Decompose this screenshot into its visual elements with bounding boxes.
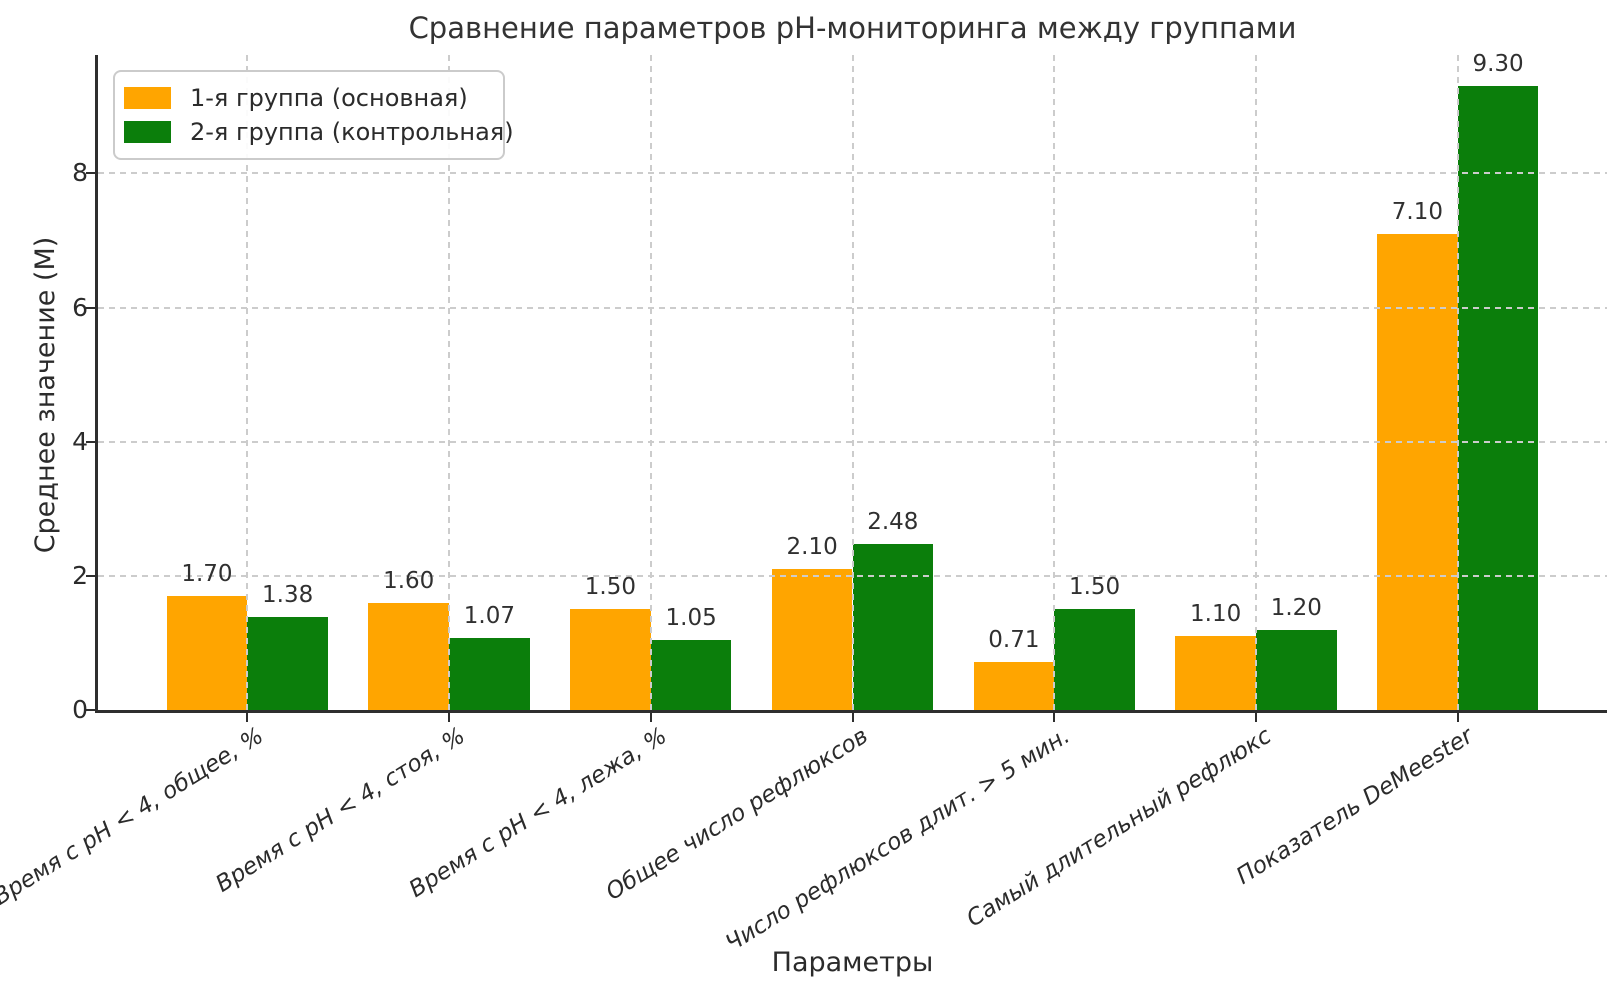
y-tick-label: 6 bbox=[72, 292, 88, 322]
x-tick-mark bbox=[649, 713, 652, 722]
x-tick-mark bbox=[448, 713, 451, 722]
y-tick-mark bbox=[86, 306, 95, 309]
chart-title: Сравнение параметров pH-мониторинга межд… bbox=[408, 11, 1297, 45]
bar-value-label: 1.50 bbox=[1068, 574, 1121, 601]
gridline-vertical bbox=[246, 55, 249, 710]
bar-group1 bbox=[1377, 233, 1458, 710]
y-tick-mark bbox=[86, 440, 95, 443]
bar-value-label: 2.48 bbox=[867, 508, 919, 535]
bar-value-label: 1.05 bbox=[665, 604, 717, 631]
y-axis-label: Среднее значение (М) bbox=[30, 236, 61, 554]
legend: 1-я группа (основная) 2-я группа (контро… bbox=[113, 70, 514, 160]
bar-group2 bbox=[650, 639, 732, 710]
x-tick-label: Число рефлюксов длит. > 5 мин. bbox=[721, 722, 1075, 957]
y-tick-label: 8 bbox=[72, 158, 88, 188]
y-tick-mark bbox=[86, 574, 95, 577]
bar-value-label: 1.20 bbox=[1270, 594, 1322, 621]
bar-group1 bbox=[771, 569, 853, 710]
bar-value-label: 7.10 bbox=[1391, 198, 1443, 225]
bar-group2 bbox=[1255, 629, 1337, 710]
bar-value-label: 1.38 bbox=[262, 582, 314, 609]
bar-group2 bbox=[1054, 609, 1135, 710]
bar-group1 bbox=[1175, 636, 1256, 710]
gridline-vertical bbox=[851, 55, 854, 710]
legend-label-group1: 1-я группа (основная) bbox=[190, 84, 468, 112]
bar-value-label: 1.07 bbox=[463, 603, 515, 630]
legend-item-group2: 2-я группа (контрольная) bbox=[124, 117, 514, 147]
bar-group1 bbox=[368, 602, 450, 710]
legend-item-group1: 1-я группа (основная) bbox=[124, 83, 489, 113]
bar-value-label: 0.71 bbox=[988, 627, 1040, 654]
y-tick-mark bbox=[86, 172, 95, 175]
bar-group2 bbox=[247, 617, 328, 710]
gridline-vertical bbox=[1053, 55, 1056, 710]
y-tick-label: 4 bbox=[72, 426, 88, 456]
gridline-vertical bbox=[448, 55, 451, 710]
x-tick-mark bbox=[851, 713, 854, 722]
bar-value-label: 1.60 bbox=[383, 567, 435, 594]
bar-value-label: 1.50 bbox=[584, 574, 637, 601]
gridline-vertical bbox=[1456, 55, 1459, 710]
y-tick-mark bbox=[86, 709, 95, 711]
y-axis-spine bbox=[95, 55, 98, 713]
bar-group1 bbox=[570, 609, 651, 710]
x-tick-mark bbox=[1053, 713, 1056, 722]
bar-group1 bbox=[973, 662, 1055, 710]
bar-value-label: 1.70 bbox=[181, 560, 233, 587]
gridline-vertical bbox=[649, 55, 652, 710]
bar-group2 bbox=[449, 638, 530, 710]
x-tick-mark bbox=[1254, 713, 1257, 722]
gridline-vertical bbox=[1254, 55, 1257, 710]
x-tick-mark bbox=[1456, 713, 1459, 722]
bar-group2 bbox=[1457, 86, 1539, 710]
bar-group1 bbox=[166, 595, 248, 710]
legend-swatch-group2 bbox=[124, 121, 171, 143]
bar-group2 bbox=[852, 543, 934, 710]
legend-swatch-group1 bbox=[124, 87, 171, 109]
x-axis-spine bbox=[95, 710, 1607, 713]
y-tick-label: 2 bbox=[72, 560, 88, 590]
bar-value-label: 9.30 bbox=[1472, 51, 1524, 78]
x-axis-label: Параметры bbox=[771, 947, 934, 978]
bar-value-label: 2.10 bbox=[786, 534, 838, 561]
legend-label-group2: 2-я группа (контрольная) bbox=[190, 118, 514, 146]
y-tick-label: 0 bbox=[72, 695, 88, 724]
bar-value-label: 1.10 bbox=[1190, 601, 1242, 628]
x-tick-mark bbox=[246, 713, 249, 722]
